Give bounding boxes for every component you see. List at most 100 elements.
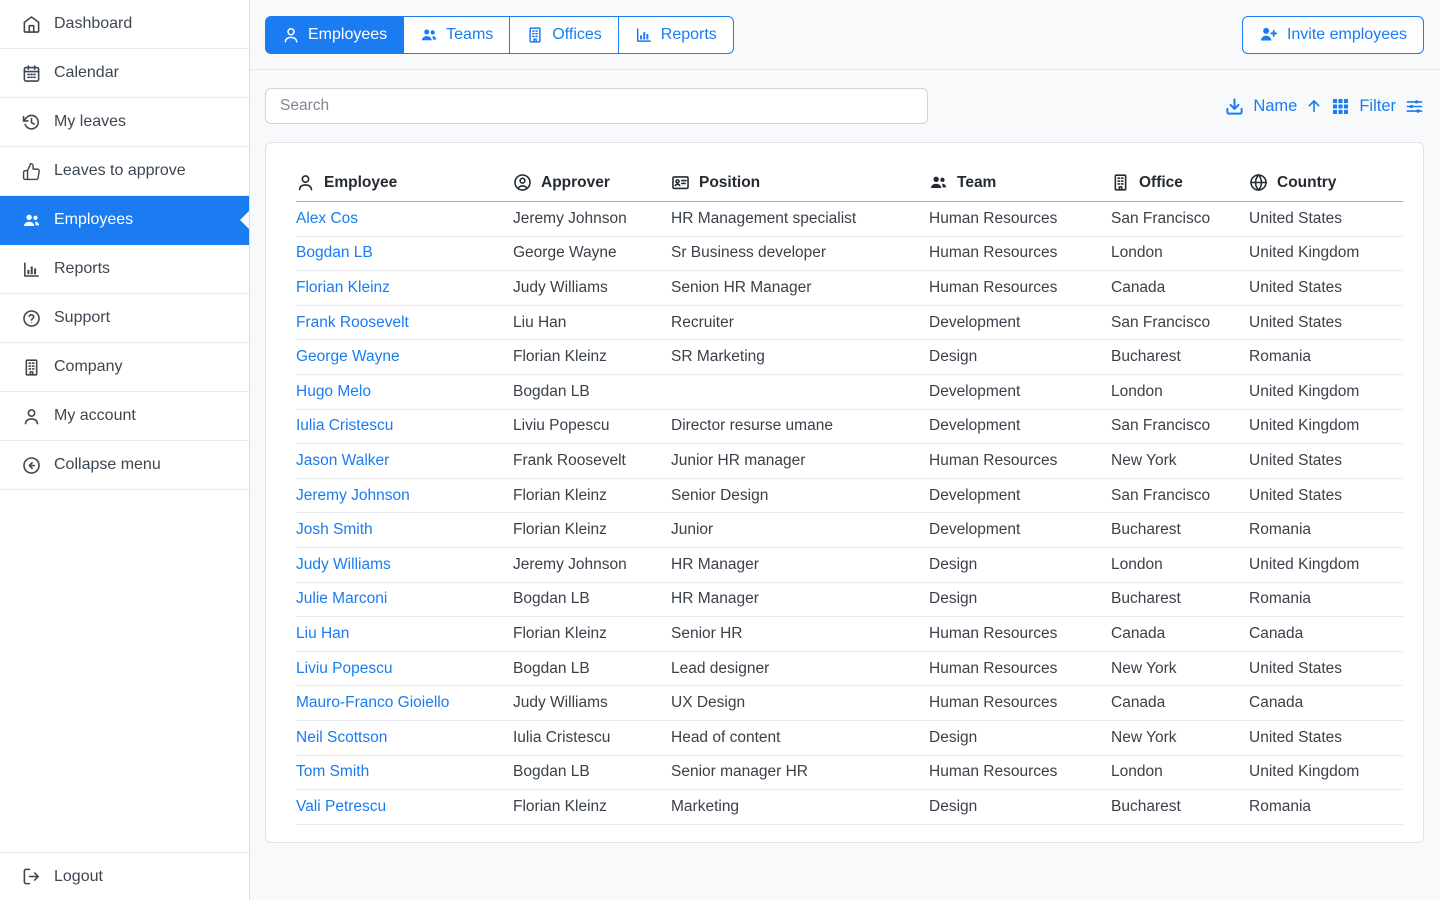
employee-name-link[interactable]: Bogdan LB xyxy=(296,244,373,262)
table-row: Vali Petrescu Florian Kleinz Marketing D… xyxy=(296,790,1403,825)
help-circle-icon xyxy=(22,309,41,328)
office-cell: London xyxy=(1111,244,1163,262)
sidebar-item-support[interactable]: Support xyxy=(0,294,249,343)
sidebar-item-calendar[interactable]: Calendar xyxy=(0,49,249,98)
column-header-employee: Employee xyxy=(296,173,513,192)
sidebar-item-label: Reports xyxy=(54,260,111,277)
approver-cell: Florian Kleinz xyxy=(513,797,607,815)
employee-name-link[interactable]: Jeremy Johnson xyxy=(296,486,410,504)
country-cell: United Kingdom xyxy=(1249,555,1360,573)
employee-name-link[interactable]: Hugo Melo xyxy=(296,382,371,400)
country-cell: United Kingdom xyxy=(1249,244,1360,262)
sidebar-item-my-account[interactable]: My account xyxy=(0,392,249,441)
office-cell: New York xyxy=(1111,451,1177,469)
employee-name-link[interactable]: Neil Scottson xyxy=(296,728,388,746)
position-cell: Senior Design xyxy=(671,486,769,504)
sidebar-item-label: Company xyxy=(54,358,123,375)
approver-cell: Jeremy Johnson xyxy=(513,209,627,227)
table-row: Florian Kleinz Judy Williams Senion HR M… xyxy=(296,271,1403,306)
tab-employees[interactable]: Employees xyxy=(265,15,405,54)
office-cell: London xyxy=(1111,763,1163,781)
sidebar-item-leaves-to-approve[interactable]: Leaves to approve xyxy=(0,147,249,196)
table-row: Liu Han Florian Kleinz Senior HR Human R… xyxy=(296,617,1403,652)
building-icon xyxy=(526,26,544,44)
tab-label: Reports xyxy=(660,25,717,43)
table-row: Tom Smith Bogdan LB Senior manager HR Hu… xyxy=(296,756,1403,791)
sidebar-item-dashboard[interactable]: Dashboard xyxy=(0,0,249,49)
building-icon xyxy=(1111,173,1130,192)
table-row: Hugo Melo Bogdan LB Development London U… xyxy=(296,375,1403,410)
team-cell: Design xyxy=(929,797,978,815)
country-cell: United Kingdom xyxy=(1249,382,1360,400)
position-cell: SR Marketing xyxy=(671,348,765,366)
country-cell: United States xyxy=(1249,451,1343,469)
employee-name-link[interactable]: Jason Walker xyxy=(296,451,390,469)
grid-view-icon[interactable] xyxy=(1331,97,1350,116)
tab-teams[interactable]: Teams xyxy=(403,15,511,54)
tab-label: Teams xyxy=(446,25,494,43)
office-cell: New York xyxy=(1111,728,1177,746)
employees-table-card: Employee Approver Position Team xyxy=(265,142,1424,843)
employee-name-link[interactable]: Judy Williams xyxy=(296,555,391,573)
sidebar-item-label: Collapse menu xyxy=(54,456,161,473)
user-icon xyxy=(282,26,300,44)
employee-name-link[interactable]: Alex Cos xyxy=(296,209,359,227)
employee-name-link[interactable]: Iulia Cristescu xyxy=(296,417,394,435)
approver-cell: Florian Kleinz xyxy=(513,521,607,539)
export-download-icon[interactable] xyxy=(1225,97,1244,116)
user-plus-icon xyxy=(1259,25,1278,44)
team-cell: Development xyxy=(929,382,1021,400)
tab-offices[interactable]: Offices xyxy=(509,15,619,54)
table-row: Jason Walker Frank Roosevelt Junior HR m… xyxy=(296,444,1403,479)
tab-label: Offices xyxy=(552,25,602,43)
sort-by-name-button[interactable]: Name xyxy=(1253,96,1298,115)
employee-name-link[interactable]: Liu Han xyxy=(296,624,350,642)
office-cell: San Francisco xyxy=(1111,313,1211,331)
approver-cell: Bogdan LB xyxy=(513,590,590,608)
invite-employees-button[interactable]: Invite employees xyxy=(1241,15,1424,54)
approver-cell: Liu Han xyxy=(513,313,567,331)
filter-button[interactable]: Filter xyxy=(1359,96,1396,115)
employee-name-link[interactable]: Josh Smith xyxy=(296,521,373,539)
office-cell: Bucharest xyxy=(1111,590,1181,608)
team-cell: Human Resources xyxy=(929,209,1058,227)
column-header-label: Office xyxy=(1139,173,1183,191)
employee-name-link[interactable]: Tom Smith xyxy=(296,763,370,781)
top-bar: Employees Teams Offices Reports xyxy=(250,0,1440,70)
sidebar-item-label: Employees xyxy=(54,211,134,228)
users-icon xyxy=(929,173,948,192)
globe-icon xyxy=(1249,173,1268,192)
employee-name-link[interactable]: Liviu Popescu xyxy=(296,659,393,677)
history-icon xyxy=(22,113,41,132)
employee-name-link[interactable]: Frank Roosevelt xyxy=(296,313,409,331)
employee-name-link[interactable]: Julie Marconi xyxy=(296,590,388,608)
country-cell: United Kingdom xyxy=(1249,763,1360,781)
bar-chart-icon xyxy=(635,26,653,44)
team-cell: Design xyxy=(929,728,978,746)
position-cell: Marketing xyxy=(671,797,740,815)
position-cell: Senior HR xyxy=(671,624,743,642)
office-cell: Bucharest xyxy=(1111,797,1181,815)
country-cell: Romania xyxy=(1249,348,1312,366)
id-card-icon xyxy=(671,173,690,192)
sidebar-item-company[interactable]: Company xyxy=(0,343,249,392)
employee-name-link[interactable]: Vali Petrescu xyxy=(296,797,387,815)
approver-cell: Iulia Cristescu xyxy=(513,728,611,746)
filter-sliders-icon[interactable] xyxy=(1405,97,1424,116)
employee-name-link[interactable]: Mauro-Franco Gioiello xyxy=(296,694,450,712)
sort-ascending-icon[interactable] xyxy=(1306,98,1322,114)
sidebar-item-employees[interactable]: Employees xyxy=(0,196,249,245)
table-header-row: Employee Approver Position Team xyxy=(296,164,1403,202)
sidebar-item-collapse-menu[interactable]: Collapse menu xyxy=(0,441,249,490)
employee-name-link[interactable]: Florian Kleinz xyxy=(296,278,390,296)
office-cell: London xyxy=(1111,382,1163,400)
tab-reports[interactable]: Reports xyxy=(617,15,734,54)
approver-cell: Judy Williams xyxy=(513,694,608,712)
calendar-icon xyxy=(22,64,41,83)
employee-name-link[interactable]: George Wayne xyxy=(296,348,400,366)
sidebar-item-logout[interactable]: Logout xyxy=(0,852,249,900)
sidebar-item-reports[interactable]: Reports xyxy=(0,245,249,294)
sidebar-item-my-leaves[interactable]: My leaves xyxy=(0,98,249,147)
search-input[interactable] xyxy=(265,88,928,124)
approver-cell: Jeremy Johnson xyxy=(513,555,627,573)
